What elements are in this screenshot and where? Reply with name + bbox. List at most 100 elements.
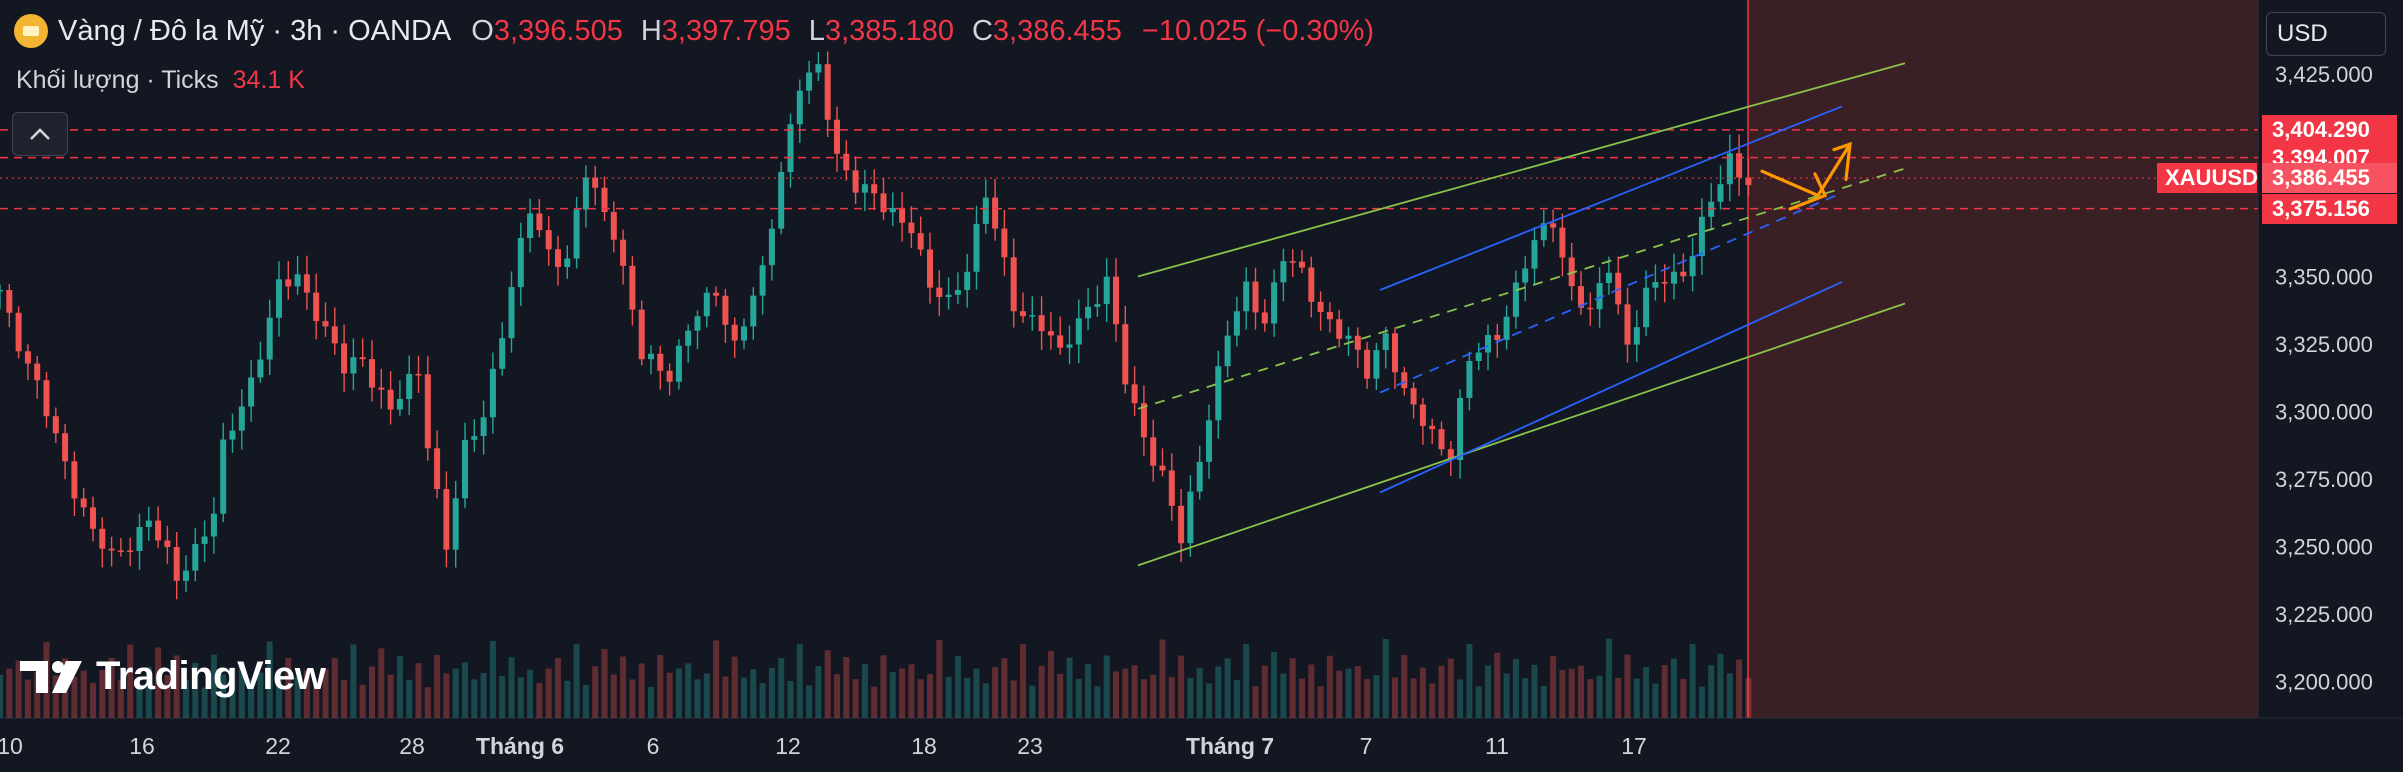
- symbol-price-tag: XAUUSD: [2157, 163, 2258, 194]
- candle: [1429, 418, 1436, 444]
- volume-bar: [80, 670, 87, 718]
- symbol-title[interactable]: Vàng / Đô la Mỹ · 3h · OANDA: [58, 14, 452, 47]
- volume-bar: [322, 669, 329, 718]
- volume-bar: [192, 662, 199, 718]
- y-tick-label: 3,225.000: [2275, 602, 2373, 627]
- candle: [1299, 250, 1305, 274]
- candle: [257, 341, 264, 383]
- candle: [201, 520, 208, 563]
- candle: [1354, 327, 1361, 368]
- y-tick-label: 3,300.000: [2275, 400, 2373, 425]
- volume-bar: [648, 686, 654, 718]
- volume-bar: [90, 682, 96, 718]
- candle: [1103, 258, 1110, 323]
- volume-bar: [1447, 658, 1454, 718]
- volume-bar: [155, 647, 162, 718]
- volume-bar: [0, 674, 3, 718]
- volume-bar: [564, 680, 571, 718]
- volume-bar: [1578, 665, 1584, 718]
- candle: [1466, 351, 1473, 411]
- volume-bar: [982, 683, 989, 718]
- tradingview-wordmark: TradingView: [96, 654, 326, 698]
- x-tick-label: 16: [129, 733, 155, 759]
- forecast-zone: [1748, 0, 2258, 718]
- candle: [1029, 296, 1036, 331]
- volume-label[interactable]: Khối lượng · Ticks: [16, 66, 219, 94]
- candle: [43, 372, 50, 429]
- candle: [1289, 249, 1296, 277]
- candle: [322, 302, 329, 337]
- candle: [1252, 267, 1259, 330]
- volume-bar: [601, 649, 608, 718]
- candle: [443, 471, 450, 568]
- volume-bar: [1550, 656, 1557, 718]
- low-value: 3,385.180: [824, 14, 954, 47]
- volume-bar: [1494, 652, 1501, 718]
- volume-bar: [1038, 665, 1045, 718]
- candle: [6, 284, 13, 328]
- volume-bar: [694, 679, 701, 718]
- candle: [1531, 227, 1538, 285]
- volume-bar: [173, 655, 180, 718]
- volume-bar: [1150, 674, 1157, 718]
- y-axis-ticks: 3,425.000 3,350.000 3,325.000 3,300.000 3,27…: [2275, 62, 2373, 695]
- candle: [899, 192, 906, 242]
- candle: [1038, 296, 1045, 351]
- candle: [1680, 253, 1687, 283]
- x-tick-label: 18: [911, 733, 937, 759]
- collapse-legend-button[interactable]: [12, 112, 68, 156]
- candle: [1605, 256, 1612, 295]
- volume-bar: [796, 644, 803, 718]
- volume-bar: [713, 640, 720, 718]
- candle: [1326, 302, 1333, 333]
- volume-bar: [992, 667, 999, 718]
- volume-bar: [824, 650, 831, 718]
- candle: [871, 169, 878, 211]
- candle: [1261, 299, 1268, 332]
- x-tick-label: 10: [0, 733, 23, 759]
- y-tick-label: 3,250.000: [2275, 535, 2373, 560]
- candle: [396, 380, 403, 416]
- candle: [908, 206, 915, 249]
- volume-bar: [1196, 668, 1203, 718]
- x-tick-label: Tháng 6: [476, 733, 564, 759]
- candle: [964, 253, 971, 308]
- volume-bars: [0, 638, 1752, 718]
- candle: [24, 344, 31, 380]
- y-tick-label: 3,325.000: [2275, 332, 2373, 357]
- candle: [369, 340, 375, 402]
- candle: [90, 496, 96, 542]
- currency-button[interactable]: USD: [2266, 12, 2386, 56]
- candle: [1243, 267, 1250, 330]
- candle: [1233, 296, 1240, 347]
- volume-bar: [108, 658, 115, 718]
- volume-bar: [52, 675, 59, 718]
- volume-bar: [117, 679, 124, 718]
- volume-bar: [880, 655, 887, 718]
- tradingview-logo-icon: [20, 660, 82, 693]
- candle: [1578, 271, 1584, 315]
- high-label: H: [640, 14, 662, 47]
- candle: [331, 307, 338, 355]
- candle: [1503, 305, 1510, 350]
- volume-bar: [685, 663, 692, 718]
- candle: [1308, 256, 1315, 318]
- volume-bar: [889, 672, 896, 718]
- candle: [285, 261, 292, 300]
- level-price-tag: 3,375.156: [2262, 193, 2397, 224]
- volume-bar: [1522, 678, 1529, 718]
- volume-bar: [1243, 644, 1250, 718]
- candle: [1382, 326, 1389, 369]
- volume-bar: [908, 664, 915, 718]
- x-tick-label: 22: [265, 733, 291, 759]
- volume-bar: [1075, 678, 1082, 718]
- candle: [545, 216, 552, 266]
- candle: [145, 506, 152, 541]
- blue-channel-top: [1379, 105, 1843, 291]
- candle: [1419, 398, 1426, 445]
- volume-bar: [1345, 668, 1352, 718]
- y-tick-label: 3,350.000: [2275, 265, 2373, 290]
- candle: [936, 270, 943, 316]
- candle: [592, 165, 599, 206]
